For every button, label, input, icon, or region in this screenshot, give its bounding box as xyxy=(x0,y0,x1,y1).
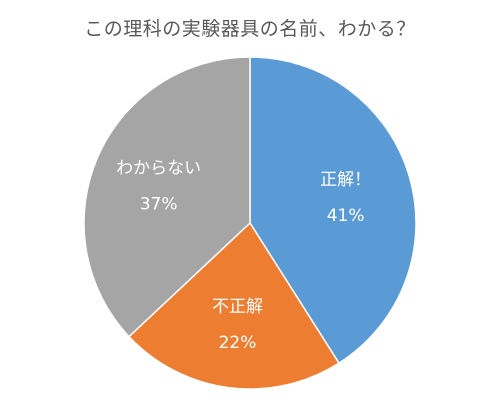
slice-category-label: 正解！ xyxy=(320,170,371,190)
pie-slice-2 xyxy=(127,221,340,390)
slice-value-label: 37% xyxy=(140,194,178,214)
pie-slice-3 xyxy=(83,56,251,338)
slice-value-label: 41% xyxy=(327,206,365,226)
pie-slice-1 xyxy=(249,56,417,365)
slice-value-label: 22% xyxy=(219,333,257,353)
slice-category-label: 不正解 xyxy=(212,297,263,317)
chart-title: この理科の実験器具の名前、わかる？ xyxy=(84,18,416,40)
slice-category-label: わからない xyxy=(116,158,201,178)
